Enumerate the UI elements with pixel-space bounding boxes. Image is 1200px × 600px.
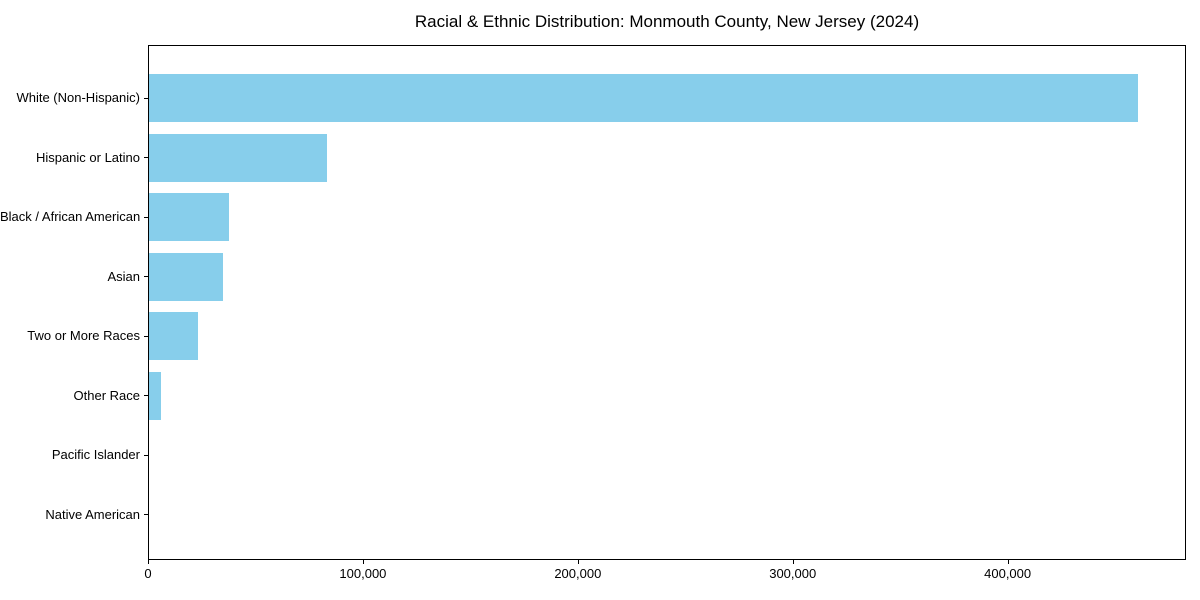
x-axis-tick-mark: [1007, 560, 1009, 564]
bar-hispanic-or-latino: [149, 133, 328, 182]
x-axis-label: 100,000: [339, 566, 387, 581]
x-axis-label: 300,000: [769, 566, 817, 581]
y-axis-label: Native American: [45, 506, 140, 522]
x-axis-label: 400,000: [984, 566, 1032, 581]
y-axis-label: Other Race: [73, 387, 140, 403]
y-axis-tick-mark: [144, 276, 148, 278]
y-axis-tick-mark: [144, 395, 148, 397]
y-axis-tick-mark: [144, 335, 148, 337]
y-axis-label: Black / African American: [0, 209, 141, 225]
bar-white-non-hispanic: [149, 74, 1138, 122]
x-axis-tick-mark: [792, 560, 794, 564]
y-axis-tick-mark: [144, 454, 148, 456]
x-axis-tick-mark: [148, 560, 149, 564]
chart-title: Racial & Ethnic Distribution: Monmouth C…: [414, 12, 920, 31]
bar-asian: [149, 252, 224, 301]
y-axis-label: White (Non-Hispanic): [16, 90, 140, 105]
x-axis-label: 200,000: [554, 566, 602, 581]
y-axis-tick-mark: [144, 97, 148, 99]
x-axis-tick-mark: [577, 560, 579, 564]
plot-area: [148, 45, 1186, 560]
bar-two-or-more-races: [149, 312, 199, 361]
y-axis-label: Asian: [107, 268, 140, 284]
y-axis-tick-mark: [144, 157, 148, 159]
x-axis-label: 0: [144, 566, 152, 581]
bar-other-race: [149, 371, 162, 420]
y-axis-tick-mark: [144, 514, 148, 516]
x-axis-tick-mark: [362, 560, 364, 564]
y-axis-label: Hispanic or Latino: [35, 149, 140, 165]
y-axis-tick-mark: [144, 216, 148, 218]
y-axis-label: Pacific Islander: [51, 447, 140, 463]
bar-black-african-american: [149, 193, 229, 242]
y-axis-label: Two or More Races: [27, 328, 140, 344]
